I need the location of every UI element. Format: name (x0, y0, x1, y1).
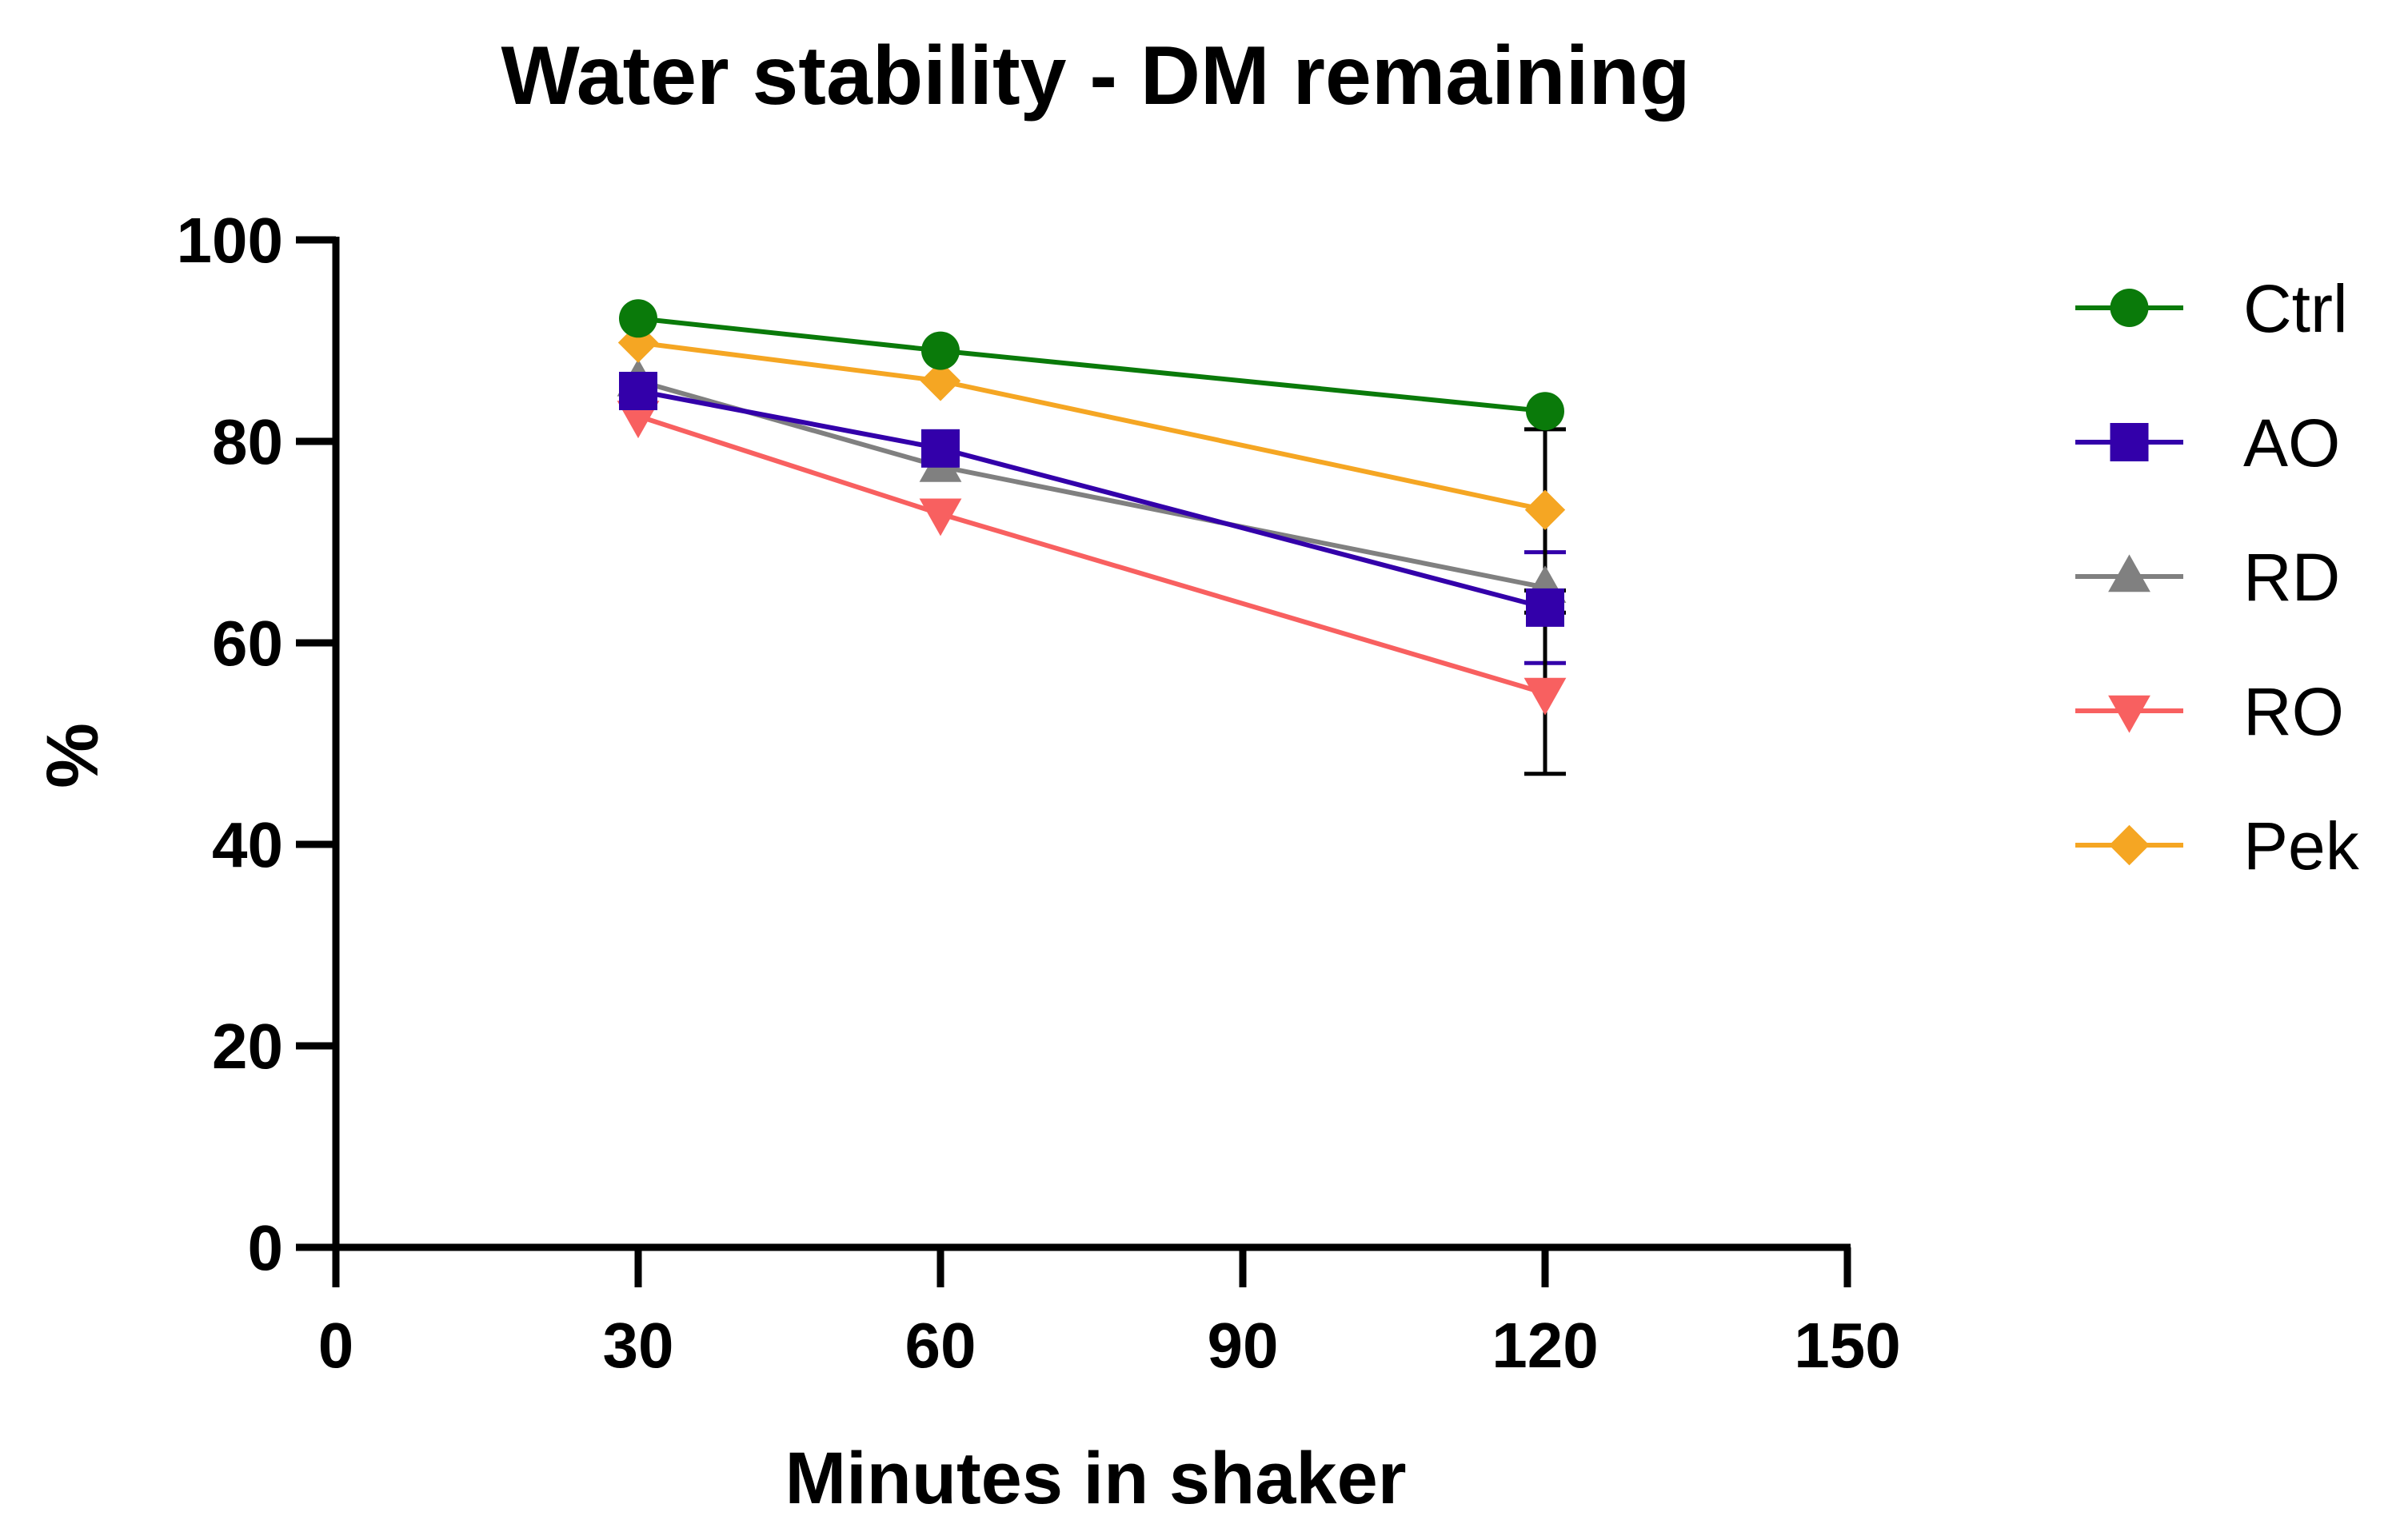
data-point-pek (1524, 489, 1566, 530)
series-line-ctrl (637, 316, 1546, 414)
data-point-pek (920, 361, 961, 401)
series-rd (617, 358, 1567, 603)
x-tick-label: 120 (1492, 1310, 1598, 1381)
legend-marker (2108, 554, 2150, 592)
legend-marker (2110, 289, 2149, 327)
legend-label: Ctrl (2243, 271, 2348, 346)
legend-item-ao: AO (2075, 405, 2340, 481)
x-tick-label: 30 (603, 1310, 674, 1381)
y-tick-label: 60 (212, 608, 283, 679)
series-ctrl (619, 299, 1564, 431)
series-ro (617, 401, 1567, 716)
y-axis-label: % (32, 723, 114, 788)
legend: Ctrl AO RD RO Pek (2075, 271, 2360, 884)
data-point-ro (919, 498, 962, 537)
legend-label: RD (2243, 540, 2340, 615)
data-point-ctrl (921, 331, 960, 370)
series-group (617, 299, 1567, 716)
data-point-ctrl (619, 299, 657, 338)
legend-label: AO (2243, 405, 2340, 481)
axes: 0 20 40 60 80 100 0 30 60 90 120 150 (177, 205, 1901, 1381)
chart-title: Water stability - DM remaining (501, 30, 1690, 122)
legend-item-ro: RO (2075, 674, 2344, 749)
y-tick-label: 20 (212, 1011, 283, 1082)
y-tick-label: 0 (248, 1212, 284, 1283)
x-tick-label: 60 (905, 1310, 976, 1381)
data-point-ao (619, 372, 657, 410)
data-point-ro (1523, 677, 1567, 716)
legend-item-rd: RD (2075, 540, 2340, 615)
legend-marker (2110, 423, 2149, 461)
legend-marker (2108, 695, 2150, 733)
y-tick-label: 40 (212, 809, 283, 880)
legend-marker (2109, 824, 2150, 866)
data-point-ao (921, 429, 960, 468)
legend-label: Pek (2243, 808, 2360, 884)
series-line-ro (637, 413, 1546, 696)
x-axis-label: Minutes in shaker (785, 1438, 1406, 1519)
data-point-ctrl (1526, 392, 1564, 431)
data-point-ao (1526, 588, 1564, 627)
series-line-ao (637, 389, 1546, 610)
legend-item-pek: Pek (2075, 808, 2360, 884)
legend-label: RO (2243, 674, 2344, 749)
series-ao (619, 372, 1564, 627)
x-tick-label: 150 (1794, 1310, 1900, 1381)
x-tick-label: 90 (1208, 1310, 1279, 1381)
y-tick-label: 80 (212, 406, 283, 477)
x-tick-label: 0 (318, 1310, 354, 1381)
legend-item-ctrl: Ctrl (2075, 271, 2348, 346)
y-tick-label: 100 (177, 205, 283, 276)
